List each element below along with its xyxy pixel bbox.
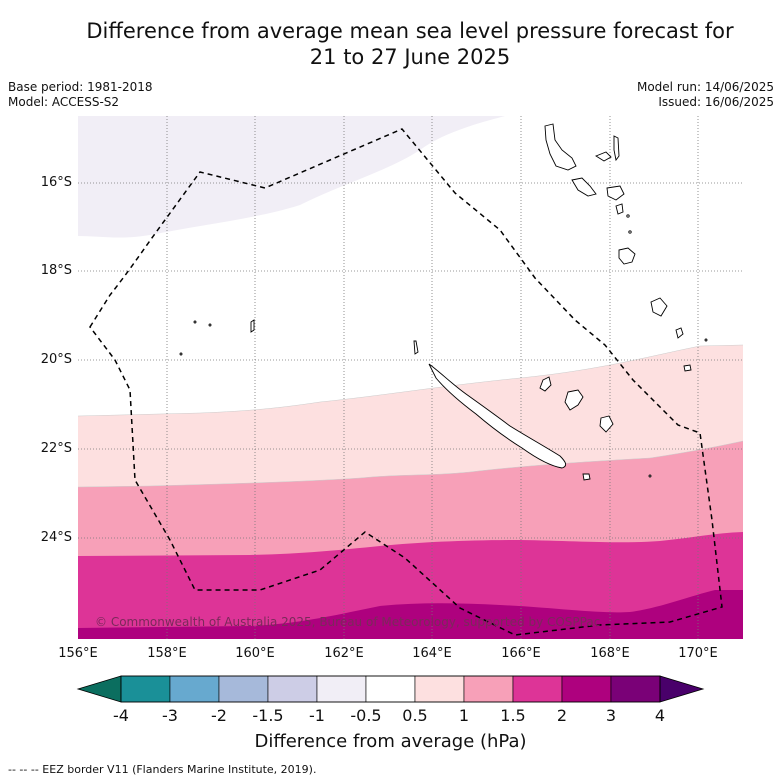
colorbar-box-7 [463, 675, 514, 703]
cb-tick-15: 1.5 [500, 706, 526, 725]
cb-tick-neg4: -4 [113, 706, 129, 725]
colorbar-box-6 [414, 675, 465, 703]
islet-4 [648, 474, 652, 478]
cb-tick-2: 2 [556, 706, 568, 725]
reef-3 [179, 352, 183, 356]
title-line-2: 21 to 27 June 2025 [309, 45, 511, 69]
loyalty-lifou [564, 389, 584, 411]
espiritu-santo [544, 123, 577, 171]
cb-tick-05: 0.5 [402, 706, 428, 725]
gaua [595, 151, 612, 162]
coastlines [179, 123, 708, 481]
islet-3 [704, 338, 708, 342]
epi [615, 203, 624, 215]
colorbar-box-0 [120, 675, 171, 703]
colorbar-box-2 [218, 675, 269, 703]
belep [413, 340, 419, 355]
colorbar-under-arrow [76, 675, 122, 703]
lon-label-162e: 162°E [324, 646, 364, 661]
lon-label-170e: 170°E [678, 646, 718, 661]
cb-tick-1: 1 [458, 706, 470, 725]
reef-2 [208, 323, 212, 327]
isle-of-pines [582, 473, 591, 481]
lat-label-16s: 16°S [40, 175, 72, 190]
lat-label-24s: 24°S [40, 530, 72, 545]
colorbar-over-arrow [659, 675, 705, 703]
eez-border [89, 128, 723, 636]
cb-tick-neg1: -1 [309, 706, 325, 725]
reef-1 [193, 320, 197, 324]
meta-right: Model run: 14/06/2025 Issued: 16/06/2025 [637, 80, 774, 110]
tanna [675, 327, 684, 339]
efate [618, 247, 636, 265]
model-run: Model run: 14/06/2025 [636, 80, 774, 94]
lon-label-164e: 164°E [412, 646, 452, 661]
map-area: © Commonwealth of Australia 2025, Bureau… [78, 116, 743, 639]
new-caledonia [428, 363, 567, 469]
colorbar-boxes [120, 675, 661, 703]
colorbar-box-3 [267, 675, 318, 703]
loyalty-ouvea [539, 376, 552, 392]
cb-tick-neg2: -2 [211, 706, 227, 725]
cb-tick-neg15: -1.5 [252, 706, 284, 725]
lon-label-166e: 166°E [501, 646, 541, 661]
lat-label-20s: 20°S [40, 352, 72, 367]
aneityum [683, 364, 692, 372]
colorbar-title: Difference from average (hPa) [254, 731, 527, 752]
eez-legend: -- -- -- EEZ border V11 (Flanders Marine… [8, 763, 317, 776]
colorbar-box-5 [365, 675, 416, 703]
loyalty-mare [599, 415, 614, 433]
lat-label-22s: 22°S [40, 441, 72, 456]
cb-tick-neg05: -0.5 [350, 706, 382, 725]
title-line-1: Difference from average mean sea level p… [86, 19, 734, 43]
chart-title: Difference from average mean sea level p… [60, 18, 760, 70]
band-2-to-3 [78, 590, 743, 639]
colorbar-box-1 [169, 675, 220, 703]
colorbar-box-10 [610, 675, 661, 703]
lon-label-160e: 160°E [235, 646, 275, 661]
islet-1 [626, 214, 630, 218]
colorbar-box-9 [561, 675, 612, 703]
malakula [571, 177, 597, 197]
islet-2 [628, 230, 632, 234]
cb-tick-neg3: -3 [162, 706, 178, 725]
lon-label-168e: 168°E [590, 646, 630, 661]
band-neg1-to-neg05 [78, 116, 505, 238]
colorbar [76, 675, 705, 703]
chesterfield-reef [250, 319, 255, 333]
copyright-text: © Commonwealth of Australia 2025, Bureau… [95, 615, 600, 629]
colorbar-outline [120, 675, 661, 703]
base-period: Base period: 1981-2018 [8, 80, 153, 94]
model-name: Model: ACCESS-S2 [8, 95, 120, 109]
meta-left: Base period: 1981-2018 Model: ACCESS-S2 [8, 80, 153, 110]
colorbar-box-8 [512, 675, 563, 703]
ambrym [606, 185, 625, 201]
erromango [650, 297, 668, 317]
maewo [613, 135, 620, 162]
lon-label-158e: 158°E [147, 646, 187, 661]
graticule [78, 116, 743, 639]
lon-label-156e: 156°E [58, 646, 98, 661]
cb-tick-4: 4 [654, 706, 666, 725]
colorbar-box-4 [316, 675, 367, 703]
issued-date: Issued: 16/06/2025 [658, 95, 774, 109]
cb-tick-3: 3 [605, 706, 617, 725]
lat-label-18s: 18°S [40, 263, 72, 278]
